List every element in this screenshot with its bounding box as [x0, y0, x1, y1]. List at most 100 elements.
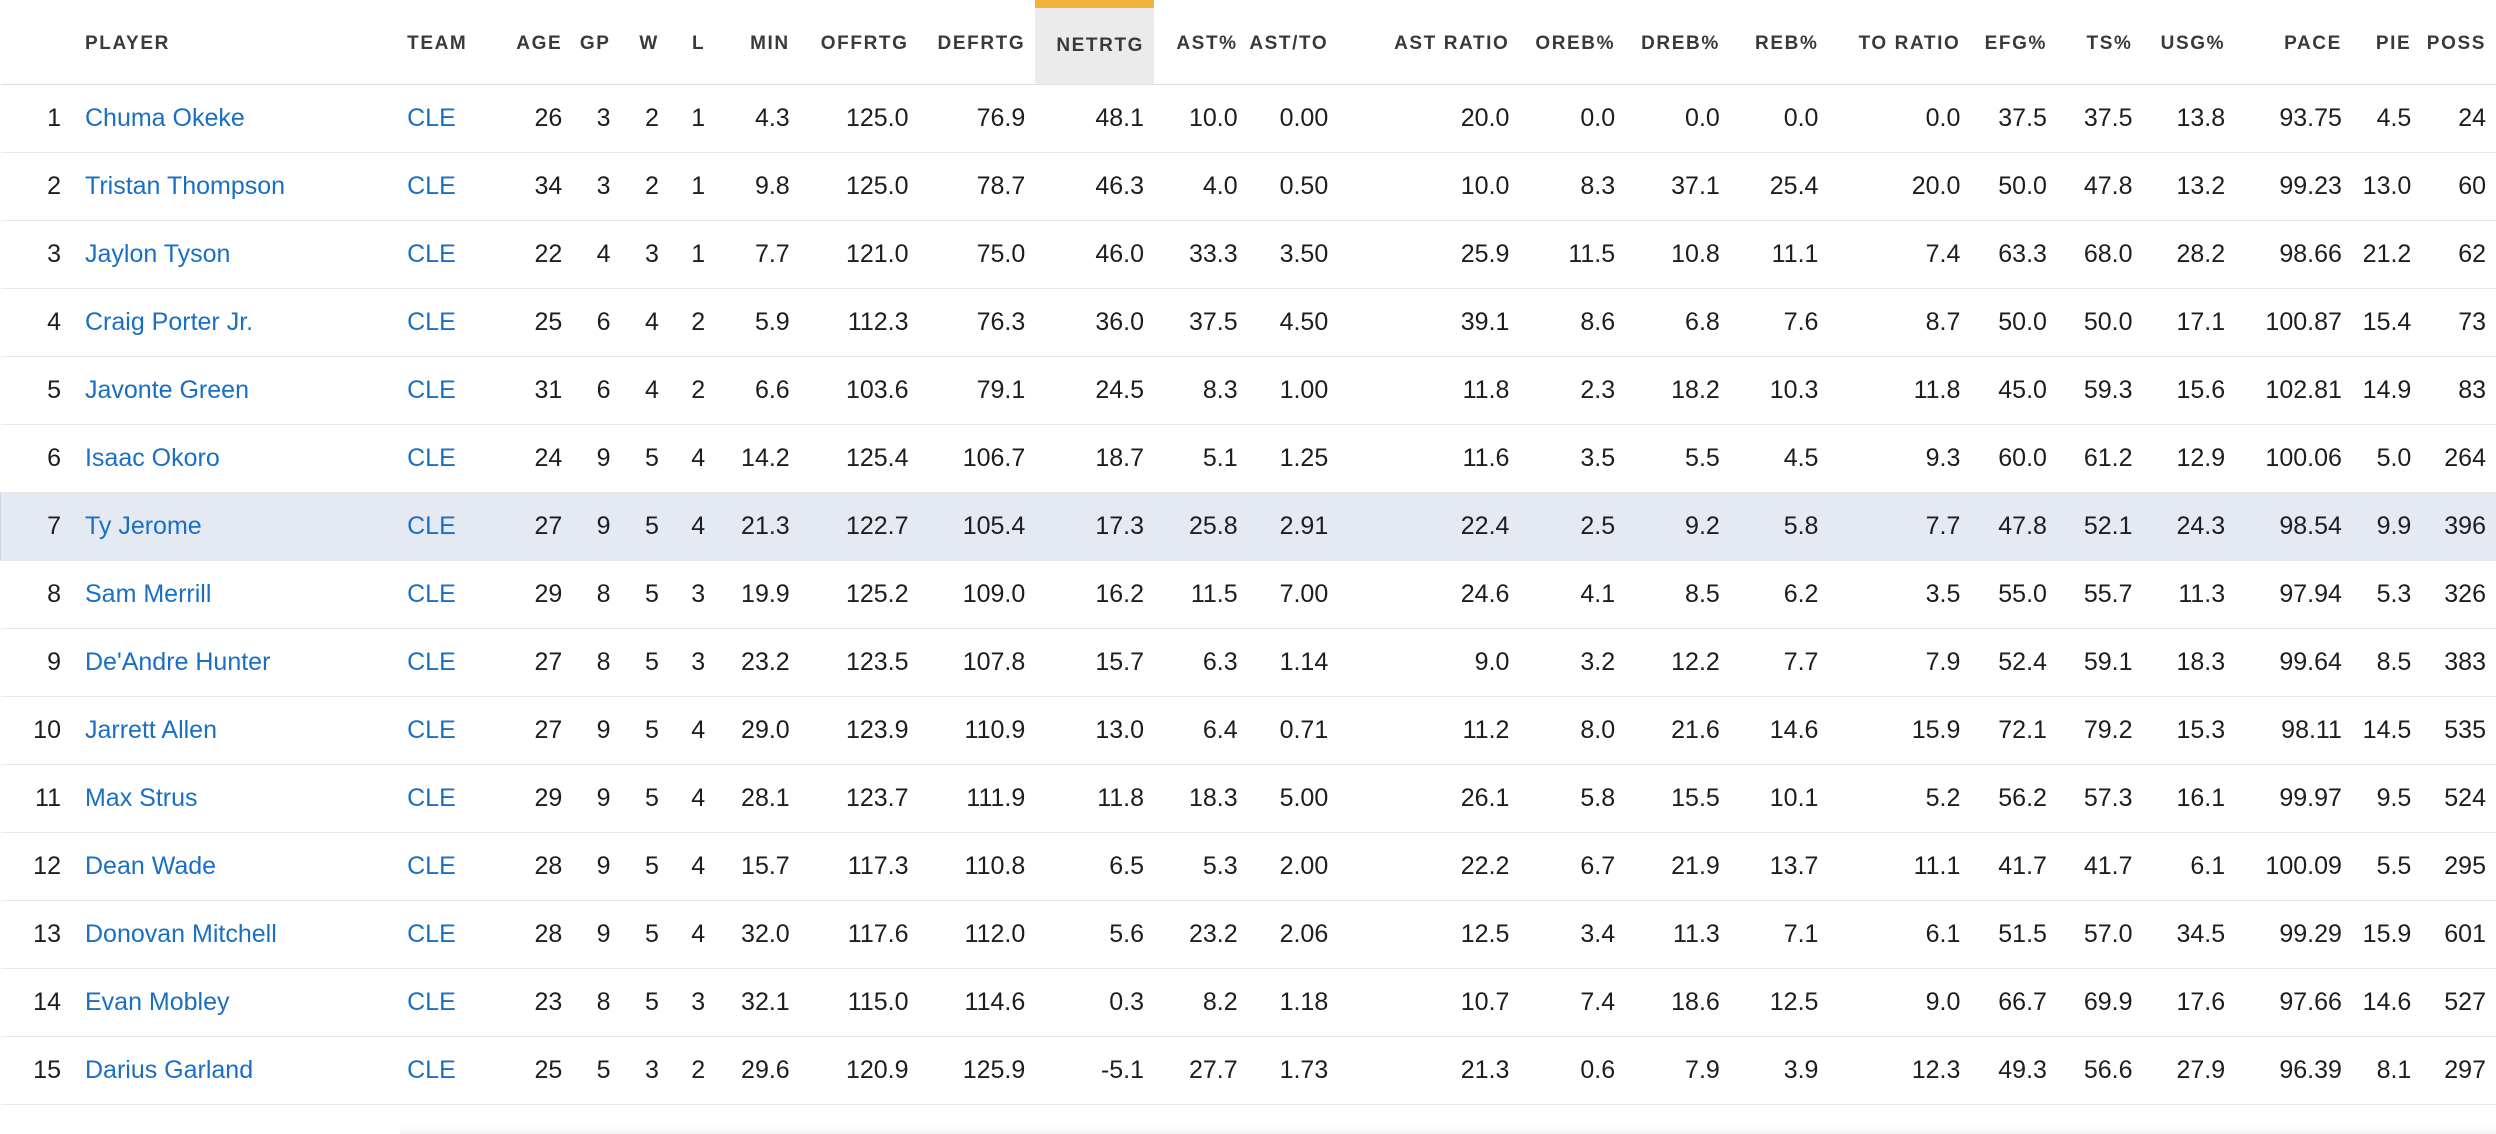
player-link[interactable]: Dean Wade — [84, 851, 217, 880]
table-row[interactable]: 9 De'Andre Hunter CLE 27 8 5 3 23.2 123.5 107.8 15… — [0, 628, 2496, 697]
team-link[interactable]: CLE — [407, 443, 456, 472]
stat-cell-netrtg: 15.7 — [1035, 628, 1155, 697]
player-cell: Tristan Thompson — [74, 152, 398, 221]
column-header-ast-pct[interactable]: AST% — [1154, 4, 1248, 85]
stat-cell-pace: 98.54 — [2235, 492, 2352, 561]
player-link[interactable]: De'Andre Hunter — [84, 647, 271, 676]
stat-cell-pace: 97.94 — [2235, 560, 2352, 629]
table-row[interactable]: 7 Ty Jerome CLE 27 9 5 4 21.3 122.7 105.4 17.3 25.8… — [0, 492, 2496, 561]
column-header-offrtg[interactable]: OFFRTG — [799, 4, 919, 85]
column-header-poss[interactable]: POSS — [2421, 4, 2496, 85]
stat-cell-ast-ratio: 22.2 — [1338, 832, 1520, 901]
column-header-ast-ratio[interactable]: AST RATIO — [1338, 4, 1520, 85]
table-row[interactable]: 10 Jarrett Allen CLE 27 9 5 4 29.0 123.9 110.9 13.… — [0, 696, 2496, 765]
stat-cell-oreb-pct: 5.8 — [1519, 764, 1626, 833]
column-header-team[interactable]: TEAM — [397, 4, 498, 85]
stat-cell-pace: 100.87 — [2235, 288, 2352, 357]
stat-cell-w: 5 — [620, 764, 669, 833]
column-header-min[interactable]: MIN — [715, 4, 800, 85]
column-header-efg-pct[interactable]: EFG% — [1970, 4, 2057, 85]
player-link[interactable]: Ty Jerome — [84, 511, 202, 540]
player-link[interactable]: Donovan Mitchell — [84, 919, 277, 948]
stat-cell-gp: 3 — [572, 84, 621, 153]
stat-cell-ast-to: 1.73 — [1247, 1036, 1339, 1105]
column-header-ast-to[interactable]: AST/TO — [1247, 4, 1339, 85]
stat-cell-pie: 5.3 — [2351, 560, 2422, 629]
stat-cell-offrtg: 121.0 — [799, 220, 919, 289]
stat-cell-offrtg: 103.6 — [799, 356, 919, 425]
stat-cell-ast-pct: 10.0 — [1154, 84, 1248, 153]
stat-cell-to-ratio: 12.3 — [1828, 1036, 1971, 1105]
stat-cell-gp: 8 — [572, 560, 621, 629]
stat-cell-ts-pct: 57.3 — [2056, 764, 2143, 833]
table-row[interactable]: 11 Max Strus CLE 29 9 5 4 28.1 123.7 111.9 11.8 18.… — [0, 764, 2496, 833]
team-link[interactable]: CLE — [407, 783, 456, 812]
column-header-age[interactable]: AGE — [497, 4, 573, 85]
column-header-usg-pct[interactable]: USG% — [2142, 4, 2236, 85]
team-link[interactable]: CLE — [407, 307, 456, 336]
table-row[interactable]: 5 Javonte Green CLE 31 6 4 2 6.6 103.6 79.1 24.5 8.… — [0, 356, 2496, 425]
stat-cell-w: 3 — [620, 220, 669, 289]
team-link[interactable]: CLE — [407, 647, 456, 676]
team-link[interactable]: CLE — [407, 239, 456, 268]
table-row[interactable]: 8 Sam Merrill CLE 29 8 5 3 19.9 125.2 109.0 16.2 11… — [0, 560, 2496, 629]
stat-cell-pace: 98.11 — [2235, 696, 2352, 765]
column-header-gp[interactable]: GP — [572, 4, 621, 85]
stat-cell-efg-pct: 51.5 — [1970, 900, 2057, 969]
team-link[interactable]: CLE — [407, 511, 456, 540]
column-header-defrtg[interactable]: DEFRTG — [918, 4, 1036, 85]
team-link[interactable]: CLE — [407, 851, 456, 880]
player-link[interactable]: Jaylon Tyson — [84, 239, 231, 268]
team-link[interactable]: CLE — [407, 103, 456, 132]
table-row[interactable]: 1 Chuma Okeke CLE 26 3 2 1 4.3 125.0 76.9 48.1 10.0… — [0, 84, 2496, 153]
player-link[interactable]: Jarrett Allen — [84, 715, 217, 744]
table-row[interactable]: 15 Darius Garland CLE 25 5 3 2 29.6 120.9 125.9 -5… — [0, 1036, 2496, 1105]
column-header-l[interactable]: L — [668, 4, 716, 85]
table-row[interactable]: 3 Jaylon Tyson CLE 22 4 3 1 7.7 121.0 75.0 46.0 33.… — [0, 220, 2496, 289]
column-header-pie[interactable]: PIE — [2351, 4, 2422, 85]
team-cell: CLE — [397, 424, 498, 493]
team-link[interactable]: CLE — [407, 1055, 456, 1084]
team-link[interactable]: CLE — [407, 375, 456, 404]
player-link[interactable]: Sam Merrill — [84, 579, 212, 608]
column-header-pace[interactable]: PACE — [2235, 4, 2352, 85]
stat-cell-poss: 73 — [2421, 288, 2496, 357]
stat-cell-offrtg: 125.2 — [799, 560, 919, 629]
stat-cell-ast-pct: 25.8 — [1154, 492, 1248, 561]
stat-cell-poss: 383 — [2421, 628, 2496, 697]
column-header-to-ratio[interactable]: TO RATIO — [1828, 4, 1971, 85]
player-link[interactable]: Evan Mobley — [84, 987, 230, 1016]
player-link[interactable]: Darius Garland — [84, 1055, 254, 1084]
player-link[interactable]: Tristan Thompson — [84, 171, 286, 200]
column-header-reb-pct[interactable]: REB% — [1729, 4, 1829, 85]
player-link[interactable]: Max Strus — [84, 783, 198, 812]
team-link[interactable]: CLE — [407, 919, 456, 948]
stat-cell-pie: 15.9 — [2351, 900, 2422, 969]
table-row[interactable]: 12 Dean Wade CLE 28 9 5 4 15.7 117.3 110.8 6.5 5.3 2… — [0, 832, 2496, 901]
team-link[interactable]: CLE — [407, 987, 456, 1016]
column-header-w[interactable]: W — [620, 4, 669, 85]
player-link[interactable]: Javonte Green — [84, 375, 249, 404]
stat-cell-ts-pct: 52.1 — [2056, 492, 2143, 561]
stat-cell-netrtg: 11.8 — [1035, 764, 1155, 833]
team-link[interactable]: CLE — [407, 171, 456, 200]
column-header-dreb-pct[interactable]: DREB% — [1625, 4, 1730, 85]
stat-cell-pace: 93.75 — [2235, 84, 2352, 153]
player-link[interactable]: Isaac Okoro — [84, 443, 220, 472]
table-row[interactable]: 4 Craig Porter Jr. CLE 25 6 4 2 5.9 112.3 76.3 36.… — [0, 288, 2496, 357]
table-row[interactable]: 6 Isaac Okoro CLE 24 9 5 4 14.2 125.4 106.7 18.7 5.… — [0, 424, 2496, 493]
table-row[interactable]: 14 Evan Mobley CLE 23 8 5 3 32.1 115.0 114.6 0.3 8.… — [0, 968, 2496, 1037]
team-link[interactable]: CLE — [407, 715, 456, 744]
stat-cell-poss: 264 — [2421, 424, 2496, 493]
column-header-ts-pct[interactable]: TS% — [2056, 4, 2143, 85]
column-header-oreb-pct[interactable]: OREB% — [1519, 4, 1626, 85]
player-link[interactable]: Chuma Okeke — [84, 103, 245, 132]
column-header-player[interactable]: PLAYER — [74, 4, 398, 85]
team-link[interactable]: CLE — [407, 579, 456, 608]
player-link[interactable]: Craig Porter Jr. — [84, 307, 254, 336]
table-row[interactable]: 2 Tristan Thompson CLE 34 3 2 1 9.8 125.0 78.7 46.… — [0, 152, 2496, 221]
stat-cell-netrtg: 36.0 — [1035, 288, 1155, 357]
stat-cell-gp: 8 — [572, 968, 621, 1037]
table-row[interactable]: 13 Donovan Mitchell CLE 28 9 5 4 32.0 117.6 112.0… — [0, 900, 2496, 969]
column-header-netrtg[interactable]: NETRTG — [1035, 0, 1155, 85]
